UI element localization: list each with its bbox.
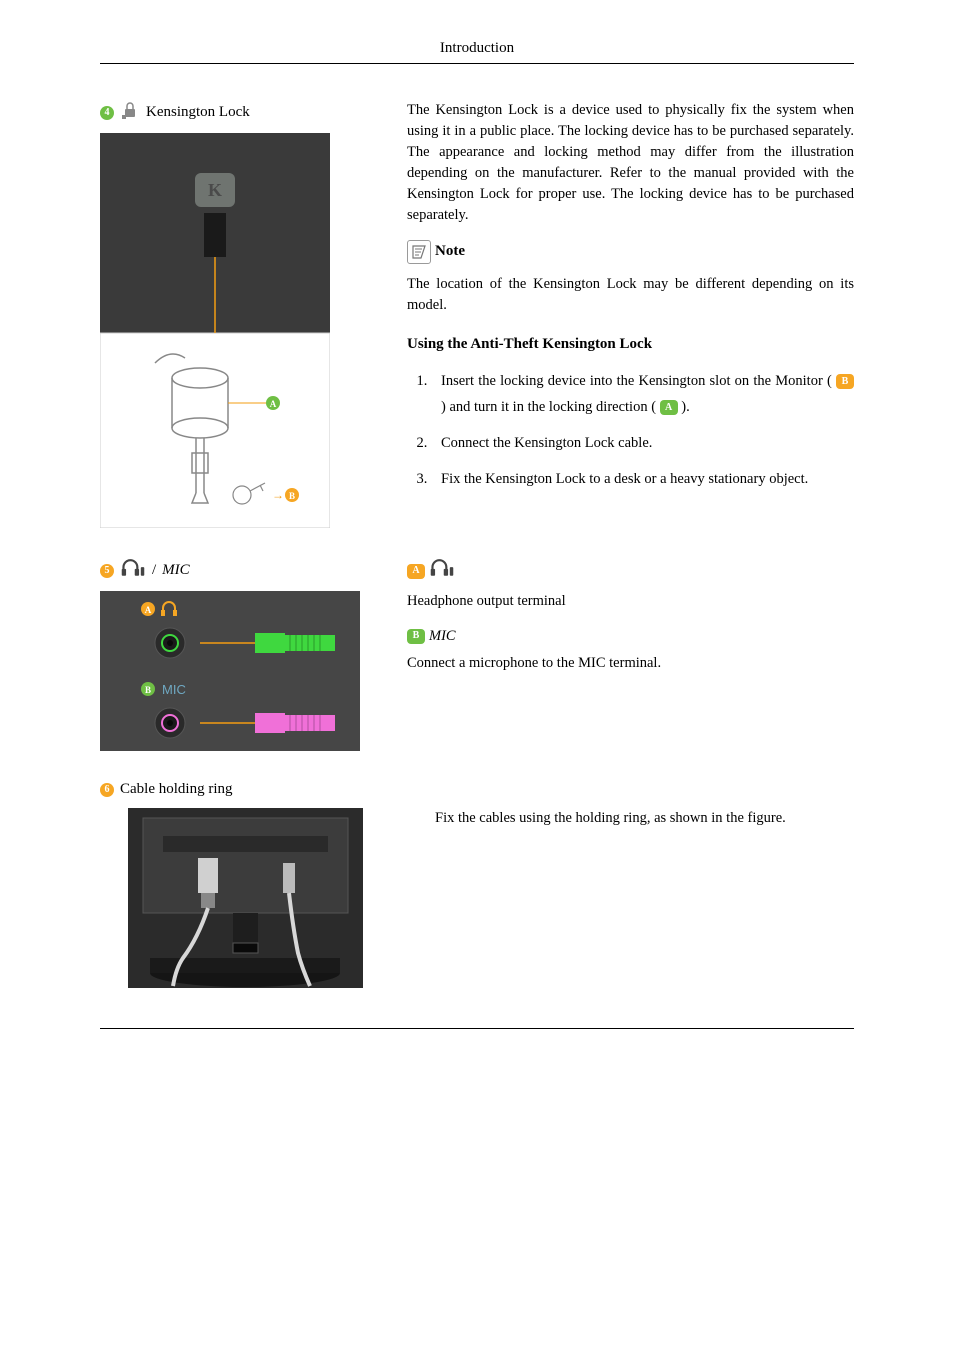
headphone-text: Headphone output terminal: [407, 591, 854, 612]
section4-paragraph: The Kensington Lock is a device used to …: [407, 100, 854, 226]
mic-label-text: MIC: [429, 626, 456, 647]
section-cable-ring: Fix the cables using the holding ring, a…: [100, 808, 854, 988]
page-header-title: Introduction: [100, 40, 854, 57]
cable-ring-illustration: [128, 808, 363, 988]
note-label: Note: [435, 241, 465, 263]
step-3: Fix the Kensington Lock to a desk or a h…: [431, 466, 854, 492]
footer-rule: [100, 1028, 854, 1029]
step1-text-b: ) and turn it in the locking direction (: [441, 399, 656, 415]
badge-b-inline: B: [836, 374, 854, 389]
section-kensington: 4 Kensington Lock K: [100, 100, 854, 528]
step-2: Connect the Kensington Lock cable.: [431, 430, 854, 456]
header-rule: [100, 63, 854, 64]
badge-4: 4: [100, 106, 114, 120]
section-headphone-mic: 5 / MIC A: [100, 558, 854, 751]
section6-title: Cable holding ring: [120, 781, 233, 798]
badge-5: 5: [100, 564, 114, 578]
headphone-icon-inline: [429, 558, 455, 585]
kensington-lock-icon: [120, 100, 140, 125]
badge-a-inline: A: [660, 400, 678, 415]
note-icon: [407, 240, 431, 264]
headphone-label-row: A: [407, 558, 854, 585]
kensington-illustration: K A: [100, 133, 330, 528]
section5-header: 5 / MIC: [100, 558, 385, 583]
badge-6: 6: [100, 783, 114, 797]
mic-text: Connect a microphone to the MIC terminal…: [407, 653, 854, 674]
step1-text-a: Insert the locking device into the Kensi…: [441, 373, 832, 389]
note-row: Note: [407, 240, 854, 264]
section6-header: 6 Cable holding ring: [100, 781, 854, 798]
svg-text:K: K: [208, 180, 222, 200]
kensington-steps: Insert the locking device into the Kensi…: [407, 368, 854, 492]
svg-text:→: →: [272, 488, 284, 502]
svg-text:A: A: [270, 399, 277, 409]
note-text: The location of the Kensington Lock may …: [407, 274, 854, 316]
step-1: Insert the locking device into the Kensi…: [431, 368, 854, 420]
badge-b-mic: B: [407, 629, 425, 644]
audio-ports-illustration: A B: [100, 591, 360, 751]
section5-slash: /: [152, 562, 156, 579]
step1-text-c: ).: [681, 399, 689, 415]
section4-title: Kensington Lock: [146, 104, 250, 121]
section4-header: 4 Kensington Lock: [100, 100, 385, 125]
svg-text:B: B: [145, 685, 151, 695]
svg-text:A: A: [145, 605, 152, 615]
badge-a-headphone: A: [407, 564, 425, 579]
mic-label-row: B MIC: [407, 626, 854, 647]
svg-text:B: B: [289, 491, 295, 501]
section6-text: Fix the cables using the holding ring, a…: [435, 808, 854, 829]
svg-text:MIC: MIC: [162, 682, 186, 697]
headphone-icon: [120, 558, 146, 583]
section5-mic-label: MIC: [162, 562, 190, 579]
section4-subheading: Using the Anti-Theft Kensington Lock: [407, 334, 854, 356]
